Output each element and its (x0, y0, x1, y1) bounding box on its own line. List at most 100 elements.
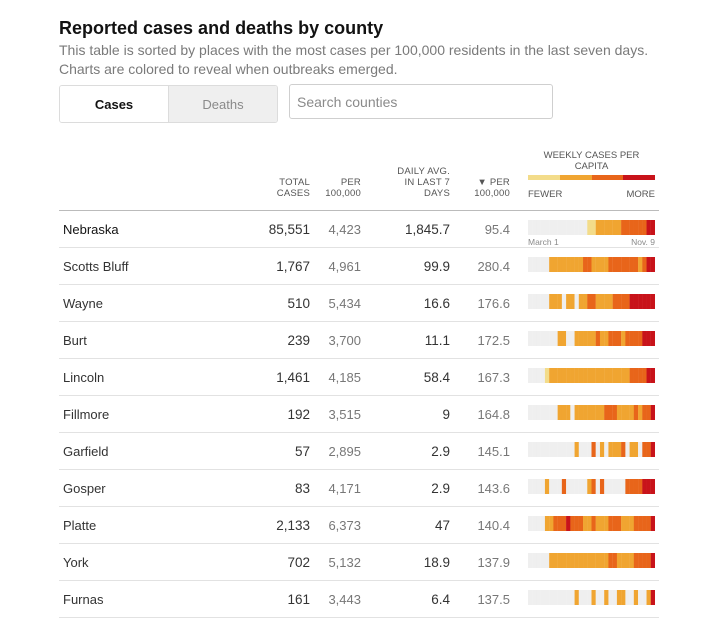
sparkline-week-cell (574, 220, 579, 235)
sparkline-week-cell (540, 405, 546, 420)
sparkline-week-cell (561, 405, 567, 420)
sparkline-week-cell (629, 405, 634, 420)
page-title: Reported cases and deaths by county (59, 18, 384, 38)
sparkline-week-cell (646, 220, 651, 235)
sparkline-week-cell (532, 294, 537, 309)
sparkline-week-cell (599, 257, 605, 272)
sparkline-week-cell (621, 368, 626, 383)
tab-cases[interactable]: Cases (60, 86, 168, 122)
sparkline-week-cell (566, 553, 571, 568)
sparkline-week-cell (612, 368, 618, 383)
row-name: Garfield (63, 444, 109, 459)
sparkline-week-cell (629, 553, 634, 568)
column-header-weekly-per-100k[interactable]: ▼ PER 100,000 (474, 177, 510, 199)
sparkline-week-cell (595, 405, 601, 420)
sparkline-week-cell (642, 331, 647, 346)
sparkline-week-cell (574, 553, 579, 568)
table-row[interactable]: Nebraska 85,551 4,423 1,845.7 95.4 March… (59, 211, 659, 248)
sparkline-week-cell (532, 257, 537, 272)
sparkline-week-cell (608, 442, 613, 457)
sparkline-week-cell (528, 553, 533, 568)
sparkline-week-cell (578, 331, 584, 346)
row-sparkline (528, 220, 655, 235)
sparkline-week-cell (583, 220, 588, 235)
sparkline-week-cell (591, 590, 596, 605)
sparkline-week-cell (633, 331, 639, 346)
row-per-100k: 4,961 (328, 259, 361, 274)
sparkline-week-cell (646, 331, 651, 346)
sparkline-week-cell (540, 257, 546, 272)
table-row[interactable]: York 702 5,132 18.9 137.9 (59, 544, 659, 581)
sparkline-week-cell (583, 405, 588, 420)
sparkline-week-cell (625, 590, 630, 605)
row-total-cases: 192 (287, 407, 310, 422)
sparkline-week-cell (650, 220, 655, 235)
row-daily-avg: 58.4 (423, 370, 450, 385)
sparkline-week-cell (578, 294, 584, 309)
sparkline-week-cell (536, 553, 541, 568)
sparkline-week-cell (638, 553, 643, 568)
table-row[interactable]: Scotts Bluff 1,767 4,961 99.9 280.4 (59, 248, 659, 285)
sparkline-week-cell (621, 220, 626, 235)
sparkline-week-cell (595, 442, 601, 457)
search-counties-input[interactable] (289, 84, 553, 119)
sparkline-week-cell (587, 257, 592, 272)
table-row[interactable]: Platte 2,133 6,373 47 140.4 (59, 507, 659, 544)
row-name: Scotts Bluff (63, 259, 129, 274)
table-row[interactable]: Gosper 83 4,171 2.9 143.6 (59, 470, 659, 507)
sparkline-week-cell (625, 553, 630, 568)
sparkline-week-cell (638, 442, 643, 457)
sparkline-week-cell (574, 405, 579, 420)
tab-deaths[interactable]: Deaths (168, 86, 277, 122)
table-row[interactable]: Fillmore 192 3,515 9 164.8 (59, 396, 659, 433)
table-row[interactable]: Burt 239 3,700 11.1 172.5 (59, 322, 659, 359)
county-table-body: Nebraska 85,551 4,423 1,845.7 95.4 March… (59, 211, 659, 618)
sparkline-week-cell (566, 257, 571, 272)
table-row[interactable]: Wayne 510 5,434 16.6 176.6 (59, 285, 659, 322)
sparkline-week-cell (650, 331, 655, 346)
sparkline-week-cell (561, 368, 567, 383)
row-weekly-per-100k: 143.6 (477, 481, 510, 496)
sparkline-week-cell (642, 368, 647, 383)
sparkline-week-cell (633, 479, 639, 494)
sparkline-week-cell (528, 442, 533, 457)
sparkline-week-cell (612, 553, 618, 568)
row-weekly-per-100k: 140.4 (477, 518, 510, 533)
sparkline-week-cell (570, 516, 575, 531)
sparkline-week-cell (557, 479, 563, 494)
sparkline-week-cell (557, 368, 563, 383)
sparkline-week-cell (629, 331, 634, 346)
sparkline-week-cell (566, 331, 571, 346)
sparkline-week-cell (608, 405, 613, 420)
sparkline-week-cell (549, 553, 554, 568)
row-weekly-per-100k: 137.5 (477, 592, 510, 607)
sparkline-week-cell (570, 294, 575, 309)
sparkline-week-cell (638, 220, 643, 235)
sparkline-week-cell (544, 590, 550, 605)
sparkline-week-cell (642, 442, 647, 457)
sparkline-week-cell (544, 257, 550, 272)
sparkline-week-cell (540, 479, 546, 494)
sparkline-week-cell (642, 590, 647, 605)
row-weekly-per-100k: 280.4 (477, 259, 510, 274)
row-total-cases: 1,767 (276, 259, 310, 274)
sparkline-week-cell (566, 405, 571, 420)
legend-swatch-highest (623, 175, 655, 180)
sparkline-week-cell (557, 220, 563, 235)
row-weekly-per-100k: 176.6 (477, 296, 510, 311)
sparkline-week-cell (633, 405, 639, 420)
row-name: Furnas (63, 592, 104, 607)
sparkline-week-cell (625, 405, 630, 420)
sparkline-week-cell (633, 516, 639, 531)
sparkline-week-cell (583, 553, 588, 568)
sparkline-week-cell (578, 220, 584, 235)
table-row[interactable]: Lincoln 1,461 4,185 58.4 167.3 (59, 359, 659, 396)
sparkline-week-cell (621, 294, 626, 309)
row-per-100k: 2,895 (328, 444, 361, 459)
sparkline-week-cell (574, 257, 579, 272)
table-row[interactable]: Garfield 57 2,895 2.9 145.1 (59, 433, 659, 470)
table-row[interactable]: Furnas 161 3,443 6.4 137.5 (59, 581, 659, 618)
sparkline-week-cell (536, 442, 541, 457)
sparkline-week-cell (608, 331, 613, 346)
sparkline-week-cell (566, 368, 571, 383)
